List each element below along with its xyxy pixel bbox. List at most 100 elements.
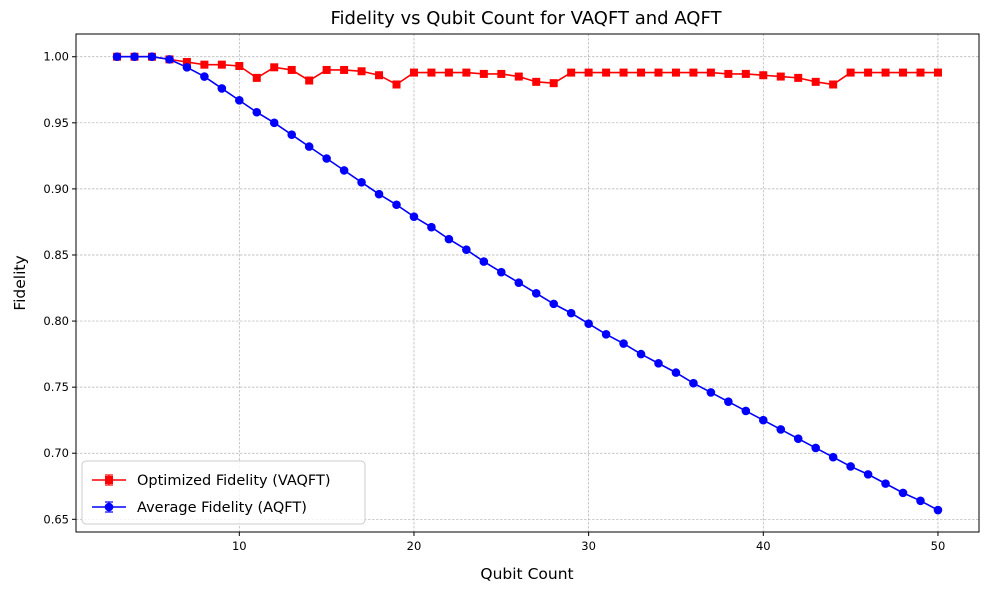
data-point-aqft xyxy=(619,339,628,348)
data-point-aqft xyxy=(828,452,838,462)
data-point-vaqft xyxy=(654,68,663,77)
data-point-aqft xyxy=(706,388,716,397)
data-point-vaqft xyxy=(532,77,541,86)
y-tick-label: 0.90 xyxy=(43,182,69,196)
data-point-vaqft xyxy=(671,68,680,77)
data-point-aqft xyxy=(566,308,576,318)
plot-frame xyxy=(75,33,980,533)
x-axis-label: Qubit Count xyxy=(480,565,573,583)
data-point-aqft xyxy=(444,234,454,244)
data-point-aqft xyxy=(776,425,786,434)
data-point-vaqft xyxy=(724,69,733,78)
data-point-vaqft xyxy=(619,68,628,77)
y-tick-label: 0.75 xyxy=(43,380,69,394)
data-point-vaqft xyxy=(357,67,366,76)
chart-title: Fidelity vs Qubit Count for VAQFT and AQ… xyxy=(330,8,722,29)
legend: Optimized Fidelity (VAQFT) Average Fidel… xyxy=(81,460,366,525)
series-aqft xyxy=(112,52,943,515)
data-point-vaqft xyxy=(933,68,942,77)
data-point-vaqft xyxy=(252,73,261,82)
data-point-vaqft xyxy=(200,60,209,69)
data-point-vaqft xyxy=(322,65,331,74)
data-point-aqft xyxy=(357,177,366,187)
data-point-vaqft xyxy=(305,76,314,85)
data-point-aqft xyxy=(497,267,506,277)
y-tick-label: 0.65 xyxy=(43,512,69,526)
data-point-vaqft xyxy=(811,77,820,86)
data-point-aqft xyxy=(514,278,524,288)
data-point-aqft xyxy=(479,257,489,266)
data-point-aqft xyxy=(636,349,646,359)
data-point-vaqft xyxy=(706,68,715,77)
x-tick-label: 10 xyxy=(232,539,247,553)
data-point-aqft xyxy=(531,289,541,298)
data-point-aqft xyxy=(793,434,803,443)
legend-marker-aqft xyxy=(104,502,114,512)
x-tick-label: 30 xyxy=(581,539,596,553)
data-point-aqft xyxy=(165,55,174,64)
legend-entry-vaqft: Optimized Fidelity (VAQFT) xyxy=(92,473,331,489)
data-point-vaqft xyxy=(479,69,488,78)
data-point-aqft xyxy=(269,118,279,128)
data-point-vaqft xyxy=(916,68,925,77)
data-point-vaqft xyxy=(340,65,349,74)
x-tick-label: 50 xyxy=(931,539,946,553)
data-point-aqft xyxy=(741,406,751,416)
data-point-aqft xyxy=(235,96,244,105)
data-point-aqft xyxy=(549,299,558,309)
data-point-aqft xyxy=(339,166,349,175)
data-point-aqft xyxy=(130,52,139,62)
legend-entry-aqft: Average Fidelity (AQFT) xyxy=(92,500,307,516)
data-point-aqft xyxy=(846,462,855,471)
x-tick-label: 40 xyxy=(756,539,771,553)
data-point-vaqft xyxy=(444,68,453,77)
data-point-aqft xyxy=(409,212,419,221)
y-tick-label: 0.95 xyxy=(43,116,69,130)
data-point-vaqft xyxy=(584,68,593,77)
y-tick-label: 0.70 xyxy=(43,446,69,460)
legend-marker-vaqft xyxy=(105,476,113,484)
data-point-vaqft xyxy=(846,68,855,77)
data-point-aqft xyxy=(916,496,925,506)
data-point-aqft xyxy=(758,415,768,425)
data-point-vaqft xyxy=(217,60,226,69)
data-point-aqft xyxy=(252,107,262,117)
data-point-aqft xyxy=(374,189,384,199)
data-point-vaqft xyxy=(514,72,523,81)
data-point-vaqft xyxy=(409,68,418,77)
data-point-aqft xyxy=(287,130,297,140)
data-point-vaqft xyxy=(375,71,384,80)
data-point-aqft xyxy=(322,154,331,163)
data-point-vaqft xyxy=(864,68,873,77)
legend-box xyxy=(81,460,366,525)
data-point-aqft xyxy=(200,72,209,81)
data-point-vaqft xyxy=(741,69,750,78)
y-tick-label: 0.85 xyxy=(43,248,69,262)
data-point-aqft xyxy=(811,443,820,453)
data-point-vaqft xyxy=(637,68,646,77)
data-point-aqft xyxy=(304,142,314,151)
data-point-aqft xyxy=(462,245,471,254)
y-axis-label: Fidelity xyxy=(11,255,29,310)
data-point-vaqft xyxy=(270,63,279,72)
series-layer xyxy=(112,52,943,515)
axis-ticks: 10 20 30 40 50 0.65 0.70 0.75 0.80 0.85 0.90 0.95 1.… xyxy=(43,50,945,553)
data-point-aqft xyxy=(601,329,611,339)
legend-label-aqft: Average Fidelity (AQFT) xyxy=(137,500,307,516)
data-point-vaqft xyxy=(567,68,576,77)
data-point-aqft xyxy=(933,505,943,515)
data-point-aqft xyxy=(584,319,593,329)
data-point-aqft xyxy=(112,52,122,62)
data-point-aqft xyxy=(217,84,227,93)
data-point-aqft xyxy=(392,200,401,210)
x-tick-label: 20 xyxy=(407,539,422,553)
data-point-vaqft xyxy=(497,69,506,78)
grid-lines xyxy=(76,34,979,532)
data-point-vaqft xyxy=(794,73,803,82)
data-point-vaqft xyxy=(427,68,436,77)
data-point-vaqft xyxy=(392,80,401,89)
data-point-aqft xyxy=(427,222,436,232)
data-point-aqft xyxy=(182,63,192,72)
data-point-aqft xyxy=(898,488,908,498)
